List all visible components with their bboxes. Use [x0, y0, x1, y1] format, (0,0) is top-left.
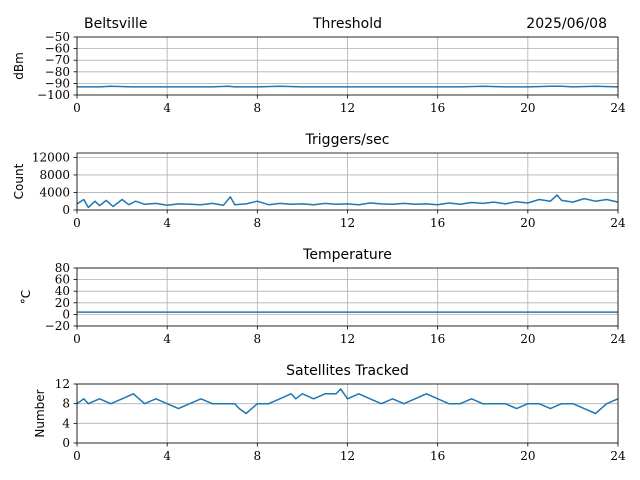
panel-title: Satellites Tracked — [286, 363, 409, 379]
x-tick-label: 24 — [610, 449, 626, 463]
y-tick-label: −70 — [45, 53, 70, 67]
y-tick-label: 12 — [55, 377, 70, 391]
panel-4: 0 4 8 12 16 20 24 0 4 8 12 Satellites Tracked Number — [33, 363, 626, 463]
y-tick-label: 8 — [62, 397, 70, 411]
series-line — [76, 194, 619, 209]
y-axis-label: °C — [19, 290, 33, 304]
x-tick-label: 20 — [520, 101, 535, 115]
x-tick-label: 20 — [520, 216, 535, 230]
y-tick-label: 4000 — [39, 185, 70, 199]
x-tick-label: 12 — [340, 101, 355, 115]
x-tick-label: 4 — [163, 216, 171, 230]
x-tick-label: 4 — [163, 449, 171, 463]
x-tick-label: 24 — [610, 101, 626, 115]
y-axis-label: dBm — [12, 52, 26, 80]
y-tick-label: −50 — [45, 30, 70, 44]
y-tick-label: −80 — [45, 65, 70, 79]
station-name: Beltsville — [84, 16, 147, 32]
y-tick-label: −100 — [37, 88, 70, 102]
y-tick-label: 80 — [55, 261, 70, 275]
series-line — [77, 85, 619, 88]
x-tick-label: 16 — [430, 101, 445, 115]
y-tick-label: 0 — [62, 203, 70, 217]
y-tick-label: 12000 — [32, 150, 70, 164]
x-tick-label: 8 — [254, 216, 262, 230]
x-tick-label: 20 — [520, 332, 535, 346]
panel-1: 0 4 8 12 16 20 24 −50−60−70−80−90−100 Threshold d… — [12, 16, 626, 115]
x-tick-label: 20 — [520, 449, 535, 463]
y-tick-label: 4 — [62, 416, 70, 430]
panel-2: 0 4 8 12 16 20 24 0 4000 8000 12000 Triggers/sec Cou… — [12, 132, 626, 230]
x-tick-label: 4 — [163, 332, 171, 346]
panel-title: Triggers/sec — [305, 132, 390, 148]
x-tick-label: 8 — [254, 449, 262, 463]
y-tick-label: 20 — [55, 296, 70, 310]
x-tick-label: 0 — [73, 216, 81, 230]
x-tick-label: 0 — [73, 332, 81, 346]
y-tick-label: 0 — [62, 436, 70, 450]
x-tick-label: 12 — [340, 332, 355, 346]
x-tick-label: 0 — [73, 101, 81, 115]
y-axis-label: Count — [12, 163, 26, 199]
y-axis-label: Number — [33, 389, 47, 437]
y-tick-label: 0 — [62, 307, 70, 321]
panel-title: Threshold — [312, 16, 382, 32]
x-tick-label: 4 — [163, 101, 171, 115]
x-tick-label: 12 — [340, 216, 355, 230]
x-tick-label: 0 — [73, 449, 81, 463]
x-tick-label: 24 — [610, 332, 626, 346]
x-tick-label: 16 — [430, 216, 445, 230]
panels: 0 4 8 12 16 20 24 −50−60−70−80−90−100 Threshold d… — [12, 16, 626, 463]
x-tick-label: 16 — [430, 332, 445, 346]
y-tick-label: 40 — [55, 284, 70, 298]
x-tick-label: 8 — [254, 332, 262, 346]
y-tick-label: −60 — [45, 42, 70, 56]
panel-title: Temperature — [302, 247, 392, 263]
x-tick-label: 12 — [340, 449, 355, 463]
y-tick-label: −90 — [45, 76, 70, 90]
series-line — [76, 388, 619, 415]
x-tick-label: 16 — [430, 449, 445, 463]
x-tick-label: 8 — [254, 101, 262, 115]
x-tick-label: 24 — [610, 216, 626, 230]
y-tick-label: 60 — [55, 273, 70, 287]
report-date: 2025/06/08 — [526, 16, 607, 32]
y-tick-label: 8000 — [39, 168, 70, 182]
y-tick-label: −20 — [45, 319, 70, 333]
